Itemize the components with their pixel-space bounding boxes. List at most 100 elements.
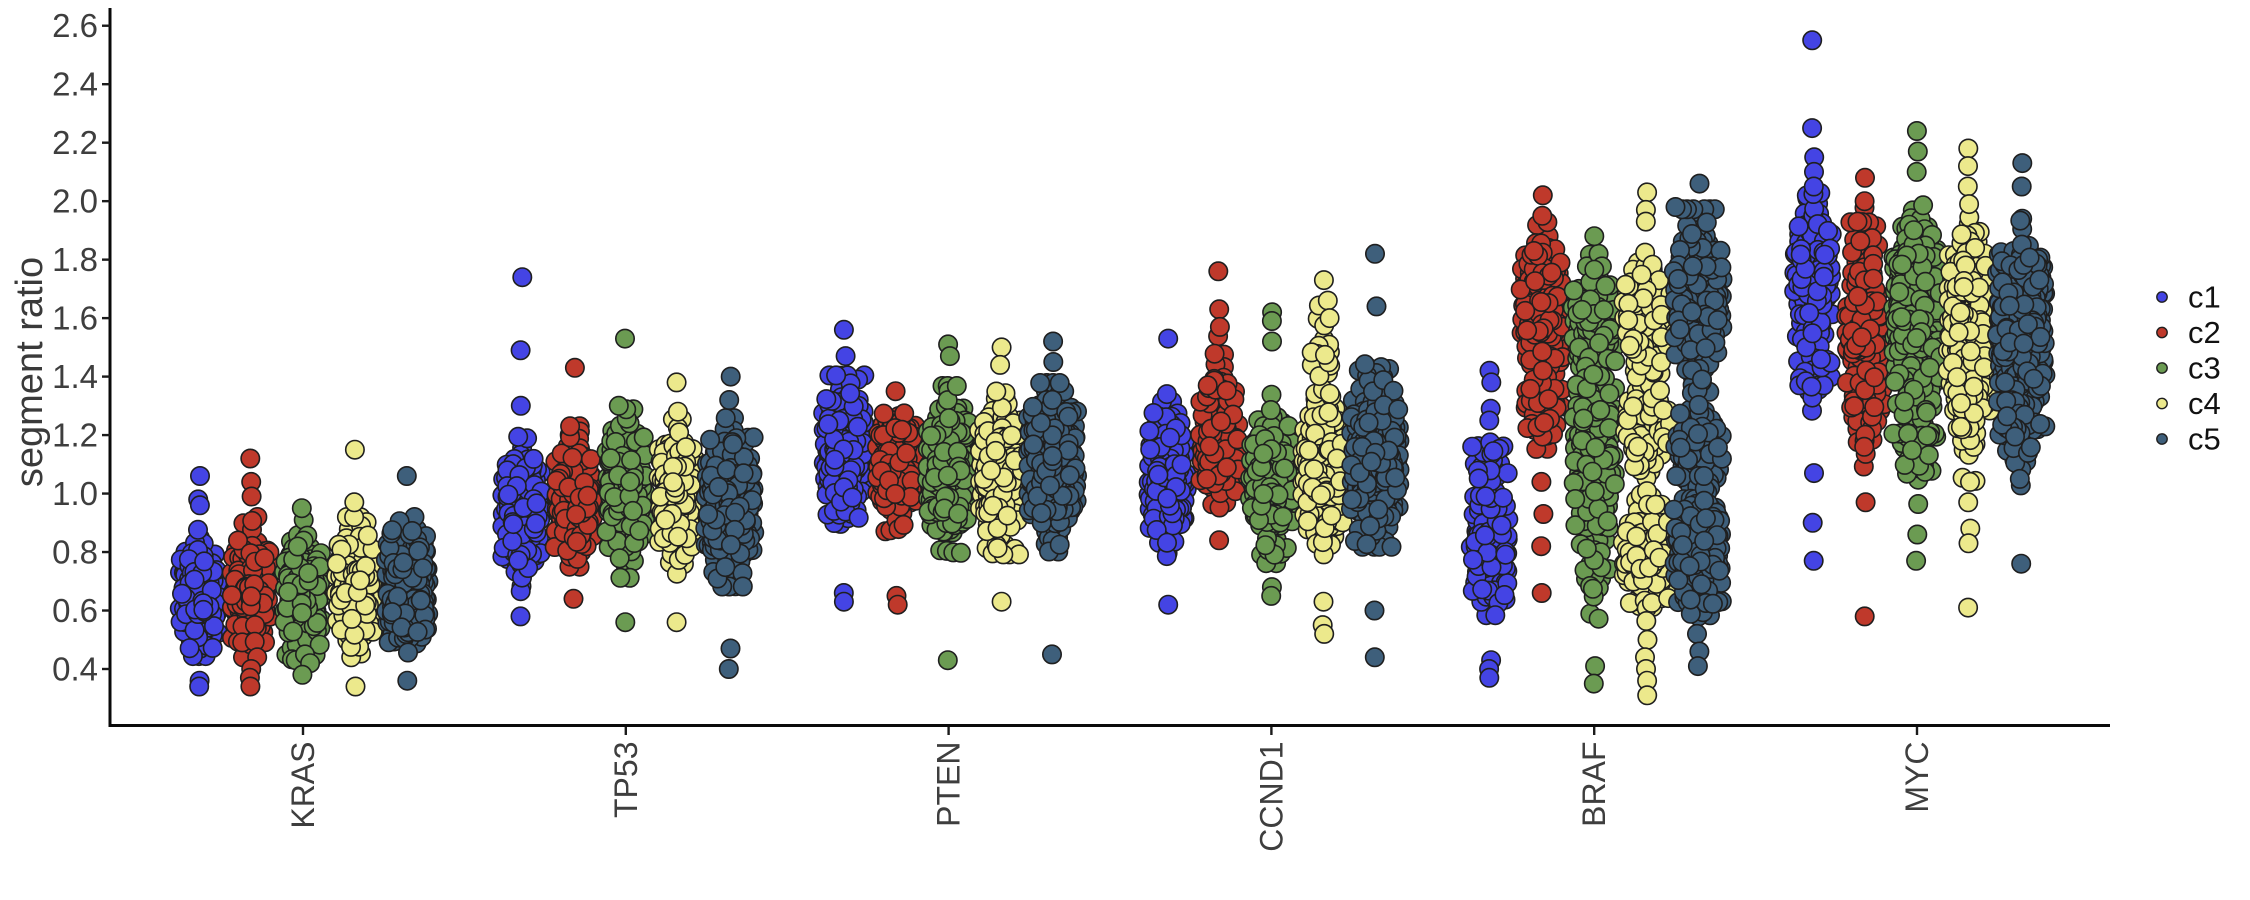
data-point (292, 664, 313, 685)
data-point (412, 558, 433, 579)
data-point (1023, 434, 1044, 455)
data-point (1001, 425, 1022, 446)
data-point (885, 381, 906, 402)
data-point (1468, 468, 1489, 489)
swarm-BRAF-c1 (1460, 360, 1519, 688)
swarm-KRAS-c2 (221, 448, 280, 697)
data-point (1588, 608, 1609, 629)
data-point (848, 507, 869, 528)
data-point (950, 542, 971, 563)
data-point (946, 375, 967, 396)
data-point (1483, 441, 1504, 462)
y-tick-label: 2.6 (52, 7, 98, 44)
data-point (948, 503, 969, 524)
data-point (1381, 536, 1402, 557)
data-point (1209, 316, 1230, 337)
data-point (508, 426, 529, 447)
data-point (1495, 544, 1516, 565)
data-point (1531, 582, 1552, 603)
data-point (629, 520, 650, 541)
data-point (350, 570, 371, 591)
data-point (194, 551, 215, 572)
data-point (1171, 454, 1192, 475)
data-point (563, 588, 584, 609)
data-point (1204, 343, 1225, 364)
data-point (1366, 296, 1387, 317)
data-point (716, 459, 737, 480)
data-point (1261, 310, 1282, 331)
data-point (610, 567, 631, 588)
data-point (1358, 412, 1379, 433)
swarm-KRAS-c3 (273, 498, 333, 685)
data-point (202, 637, 223, 658)
data-point (1364, 600, 1385, 621)
y-tick-label: 1.6 (52, 300, 98, 337)
y-tick-label: 2.0 (52, 183, 98, 220)
y-tick-label: 1.8 (52, 241, 98, 278)
data-point (221, 585, 242, 606)
data-point (891, 419, 912, 440)
data-point (1311, 485, 1332, 506)
data-point (1049, 372, 1070, 393)
data-point (1042, 644, 1063, 665)
data-point (732, 576, 753, 597)
data-point (1315, 344, 1336, 365)
data-point (1485, 605, 1506, 626)
data-point (1493, 487, 1514, 508)
data-point (189, 676, 210, 697)
data-point (341, 608, 362, 629)
data-point (1197, 375, 1218, 396)
data-point (309, 634, 330, 655)
data-point (698, 504, 719, 525)
data-point (1532, 185, 1553, 206)
swarm-TP53-c2 (544, 357, 603, 609)
data-point (816, 389, 837, 410)
data-point (577, 485, 598, 506)
data-point (1531, 536, 1552, 557)
data-point (990, 354, 1011, 375)
data-point (498, 484, 519, 505)
data-point (725, 502, 746, 523)
data-point (667, 526, 688, 547)
data-point (282, 621, 303, 642)
data-point (847, 416, 868, 437)
data-point (190, 465, 211, 486)
data-point (245, 615, 266, 636)
data-point (1274, 458, 1295, 479)
x-tick-label-BRAF: BRAF (1576, 742, 1612, 827)
data-point (986, 381, 1007, 402)
swarm-TP53-c5 (695, 366, 765, 679)
data-point (840, 383, 861, 404)
data-point (1209, 530, 1230, 551)
data-point (1341, 489, 1362, 510)
data-point (228, 530, 249, 551)
data-point (715, 408, 736, 429)
swarm-CCND1-c3 (1240, 302, 1303, 606)
data-point (614, 328, 635, 349)
swarm-PTEN-c3 (917, 334, 979, 671)
data-point (720, 638, 741, 659)
data-point (1589, 333, 1610, 354)
data-point (291, 602, 312, 623)
data-point (1199, 436, 1220, 457)
data-point (1143, 402, 1164, 423)
data-point (393, 552, 414, 573)
data-point (991, 591, 1012, 612)
data-point (566, 504, 587, 525)
data-point (298, 563, 319, 584)
data-point (938, 408, 959, 429)
data-point (1059, 465, 1080, 486)
swarm-TP53-c1 (492, 267, 552, 627)
data-point (1494, 584, 1515, 605)
data-point (1479, 667, 1500, 688)
data-point (1360, 515, 1381, 536)
data-point (655, 509, 676, 530)
data-point (1520, 378, 1541, 399)
data-point (1595, 275, 1616, 296)
data-point (1479, 410, 1500, 431)
data-point (1262, 331, 1283, 352)
data-point (345, 676, 366, 697)
data-point (1321, 505, 1342, 526)
swarm-CCND1-c1 (1138, 328, 1197, 615)
data-point (1304, 459, 1325, 480)
